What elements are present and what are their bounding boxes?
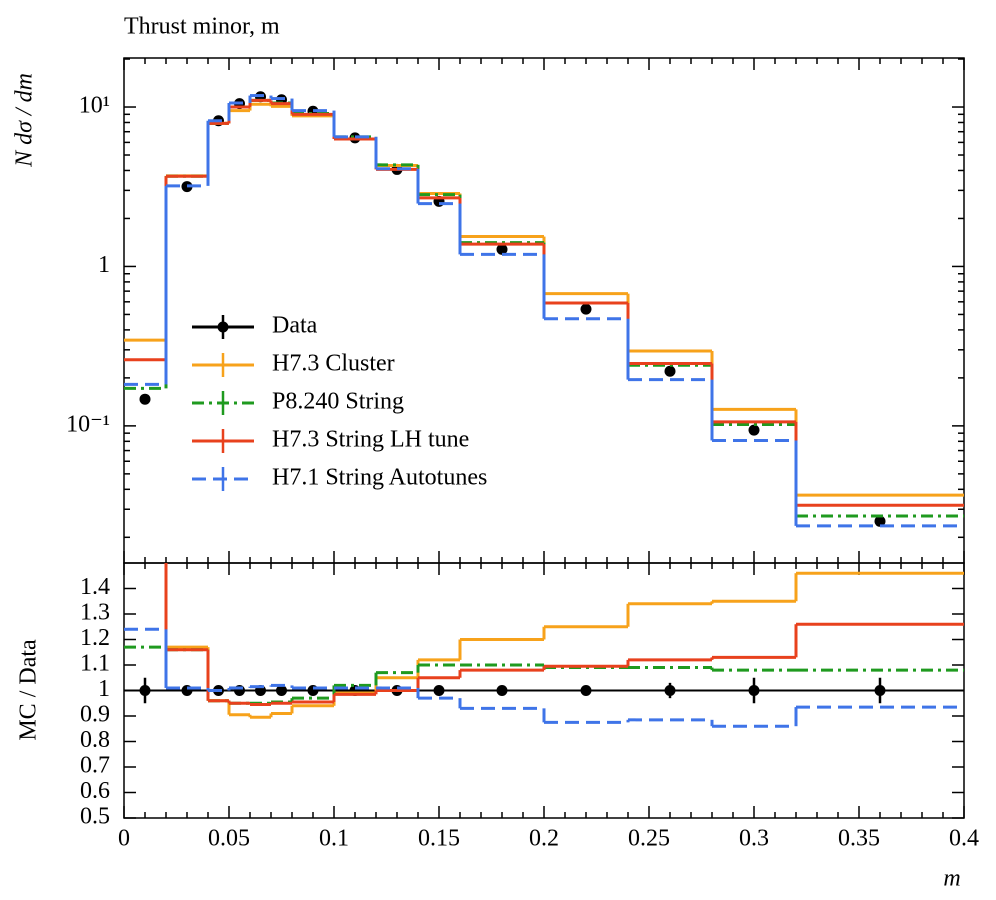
y-tick-label: 10⁻¹ [66, 411, 110, 437]
data-point [139, 685, 151, 696]
legend-label: H7.1 String Autotunes [272, 465, 487, 491]
data-point [433, 685, 445, 696]
y-tick-label: 0.5 [80, 804, 110, 830]
legend-label: Data [272, 313, 318, 339]
ratio-axis-label: MC / Data [16, 639, 42, 741]
x-tick-label: 0.35 [838, 826, 880, 852]
legend-label: P8.240 String [272, 389, 404, 415]
x-tick-label: 0.15 [418, 826, 460, 852]
data-point [874, 515, 886, 527]
data-point [139, 393, 151, 405]
legend-label: H7.3 Cluster [272, 351, 395, 377]
chart-title: Thrust minor, m [124, 14, 280, 40]
x-tick-label: 0.4 [949, 826, 979, 852]
data-point [874, 685, 886, 696]
x-tick-label: 0.05 [208, 826, 250, 852]
y-tick-label: 1.3 [80, 600, 110, 626]
y-tick-label: 0.7 [80, 753, 110, 779]
y-tick-label: 1.4 [80, 574, 110, 600]
y-tick-label: 0.9 [80, 702, 110, 728]
data-point [580, 685, 592, 696]
x-tick-label: 0.2 [529, 826, 559, 852]
y-tick-label: 0.8 [80, 727, 110, 753]
legend-label: H7.3 String LH tune [272, 427, 469, 453]
data-point [580, 303, 592, 315]
y-tick-label: 0.6 [80, 778, 110, 804]
data-point [748, 424, 760, 436]
y-axis-label: N dσ / dm [12, 73, 38, 168]
data-point [496, 243, 508, 255]
y-tick-label: 1.1 [80, 651, 110, 677]
y-tick-label: 1.2 [80, 625, 110, 651]
legend-marker [217, 321, 229, 333]
x-tick-label: 0.25 [628, 826, 670, 852]
y-tick-label: 1 [98, 676, 110, 702]
data-point [496, 685, 508, 696]
x-axis-label: m [943, 866, 960, 892]
data-point [664, 365, 676, 377]
x-tick-label: 0 [118, 826, 130, 852]
data-point [276, 685, 287, 696]
x-tick-label: 0.3 [739, 826, 769, 852]
data-point [748, 685, 760, 696]
data-point [664, 685, 676, 696]
y-tick-label: 10¹ [79, 93, 110, 119]
y-tick-label: 1 [98, 252, 110, 278]
x-tick-label: 0.1 [319, 826, 349, 852]
